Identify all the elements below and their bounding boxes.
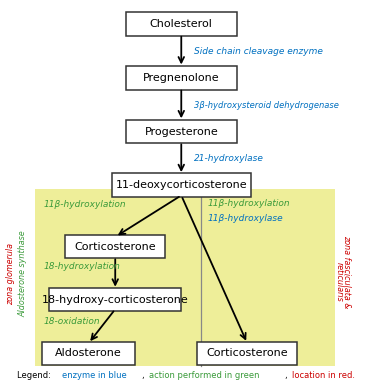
FancyBboxPatch shape: [126, 66, 236, 90]
Text: 18-oxidation: 18-oxidation: [44, 317, 100, 326]
Text: location in red.: location in red.: [292, 371, 354, 380]
FancyBboxPatch shape: [126, 120, 236, 144]
Text: Cholesterol: Cholesterol: [150, 19, 213, 29]
FancyBboxPatch shape: [35, 189, 335, 366]
Text: 18-hydroxy-corticosterone: 18-hydroxy-corticosterone: [42, 294, 189, 305]
Text: Corticosterone: Corticosterone: [207, 348, 288, 358]
FancyBboxPatch shape: [197, 342, 297, 365]
Text: enzyme in blue: enzyme in blue: [62, 371, 127, 380]
Text: Legend:: Legend:: [17, 371, 54, 380]
FancyBboxPatch shape: [112, 174, 251, 197]
Text: action performed in green: action performed in green: [148, 371, 259, 380]
Text: zona glomerula: zona glomerula: [6, 243, 15, 305]
Text: Progesterone: Progesterone: [144, 127, 218, 136]
Text: Pregnenolone: Pregnenolone: [143, 73, 220, 83]
Text: 18-hydroxylation: 18-hydroxylation: [44, 262, 121, 271]
FancyBboxPatch shape: [126, 12, 236, 36]
Text: ,: ,: [285, 371, 290, 380]
Text: Aldosterone synthase: Aldosterone synthase: [19, 230, 28, 317]
Text: 11β-hydroxylase: 11β-hydroxylase: [208, 214, 284, 223]
Text: 11β-hydroxylation: 11β-hydroxylation: [208, 199, 291, 208]
FancyBboxPatch shape: [49, 288, 181, 311]
Text: 11β-hydroxylation: 11β-hydroxylation: [44, 200, 126, 209]
FancyBboxPatch shape: [42, 342, 135, 365]
Text: 11-deoxycorticosterone: 11-deoxycorticosterone: [116, 181, 247, 190]
Text: reticularis: reticularis: [335, 262, 344, 301]
Text: ,: ,: [142, 371, 147, 380]
Text: 3β-hydroxysteroid dehydrogenase: 3β-hydroxysteroid dehydrogenase: [194, 101, 339, 110]
Text: Side chain cleavage enzyme: Side chain cleavage enzyme: [194, 47, 323, 56]
FancyBboxPatch shape: [65, 236, 165, 259]
Text: 21-hydroxylase: 21-hydroxylase: [194, 154, 264, 163]
Text: zona fasciculata &: zona fasciculata &: [342, 235, 351, 308]
Text: Aldosterone: Aldosterone: [55, 348, 122, 358]
Text: Corticosterone: Corticosterone: [75, 242, 156, 252]
